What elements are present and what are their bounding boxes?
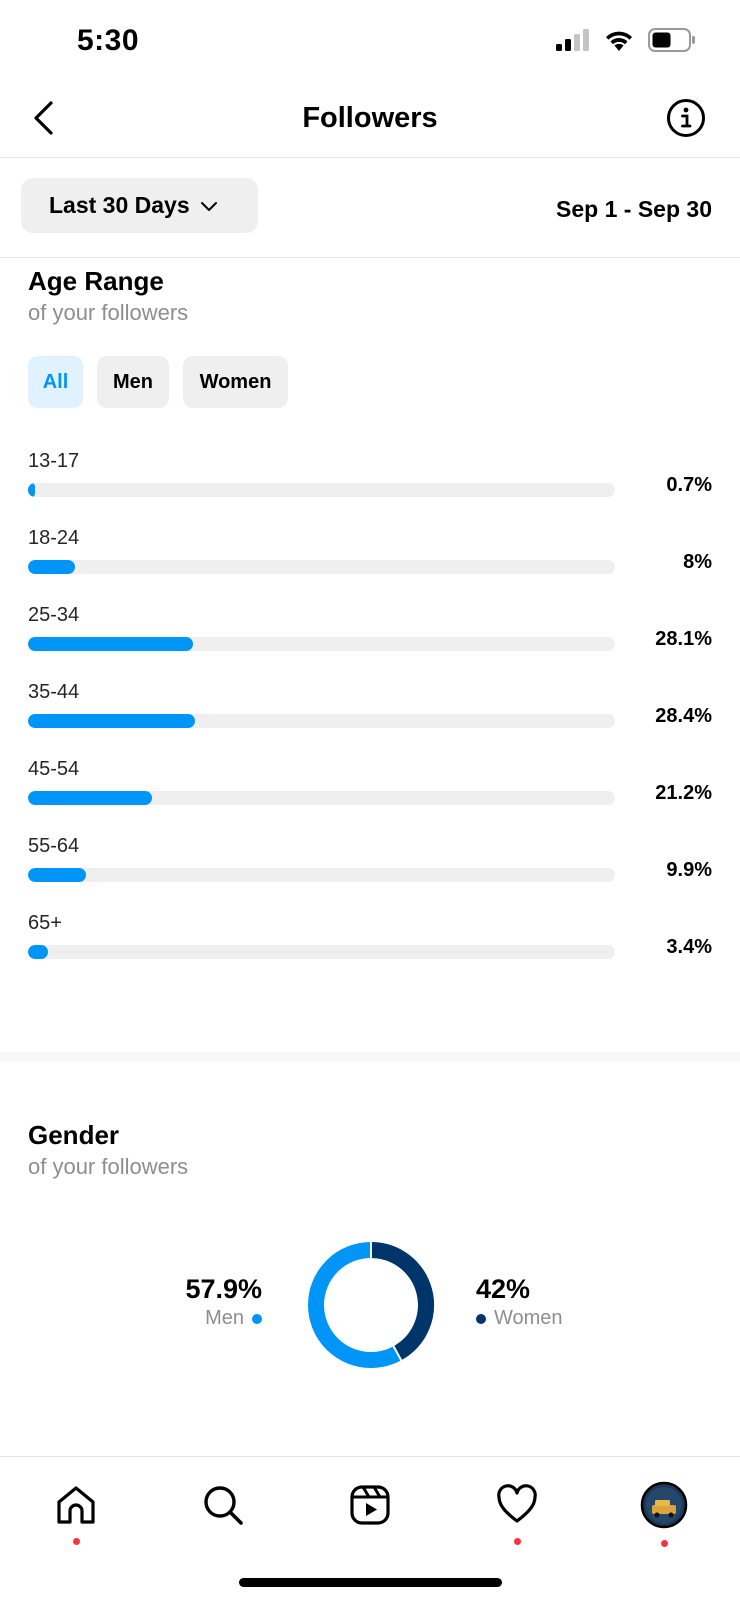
wifi-icon <box>606 31 632 51</box>
age-row-label: 45-54 <box>28 758 80 780</box>
age-bar-track <box>28 560 615 574</box>
age-bar-fill <box>28 637 193 651</box>
age-row-percent: 0.7% <box>666 474 712 496</box>
age-row: 13-17 0.7% <box>28 450 712 527</box>
age-bar-fill <box>28 791 153 805</box>
tab-search[interactable] <box>195 1477 251 1533</box>
age-row-percent: 8% <box>683 551 712 573</box>
status-icons <box>556 28 696 52</box>
age-bar-track <box>28 637 615 651</box>
age-row-label: 25-34 <box>28 604 80 626</box>
home-indicator <box>239 1578 502 1587</box>
chevron-left-icon <box>34 101 53 135</box>
info-button[interactable] <box>666 98 706 138</box>
tab-profile[interactable] <box>636 1477 692 1547</box>
notification-dot <box>661 1540 668 1547</box>
tab-home[interactable] <box>48 1477 104 1545</box>
men-percent: 57.9% <box>185 1274 262 1304</box>
status-time: 5:30 <box>77 24 140 57</box>
period-row: Last 30 Days Sep 1 - Sep 30 <box>0 158 740 258</box>
age-row-label: 18-24 <box>28 527 80 549</box>
notification-dot <box>514 1538 521 1545</box>
status-bar: 5:30 <box>0 0 740 84</box>
filter-men-chip[interactable]: Men <box>97 356 169 408</box>
profile-avatar <box>640 1481 688 1529</box>
age-row: 35-44 28.4% <box>28 681 712 758</box>
age-filter-chips: All Men Women <box>28 356 288 408</box>
age-bar-track <box>28 483 615 497</box>
age-range-subtitle: of your followers <box>28 300 189 325</box>
battery-icon <box>648 28 695 52</box>
age-row: 65+ 3.4% <box>28 912 712 989</box>
chevron-down-icon <box>200 201 217 211</box>
date-range: Sep 1 - Sep 30 <box>556 196 712 222</box>
age-row-percent: 21.2% <box>655 782 712 804</box>
men-stat: 57.9% Men <box>185 1274 262 1330</box>
tab-reels[interactable] <box>342 1477 398 1533</box>
age-row: 25-34 28.1% <box>28 604 712 681</box>
donut-women-arc <box>370 1242 434 1361</box>
age-row-label: 65+ <box>28 912 62 934</box>
women-legend-dot <box>476 1313 486 1324</box>
women-percent: 42% <box>476 1274 531 1304</box>
age-row-label: 55-64 <box>28 835 80 857</box>
age-row-percent: 9.9% <box>666 859 712 881</box>
tab-activity[interactable] <box>489 1477 545 1545</box>
age-bars-list: 13-17 0.7% 18-24 8% 25-34 28.1% 35-44 28… <box>28 450 712 989</box>
women-label: Women <box>494 1307 563 1329</box>
filter-all-chip[interactable]: All <box>28 356 83 408</box>
age-row-label: 35-44 <box>28 681 80 703</box>
men-legend-dot <box>252 1313 262 1324</box>
gender-subtitle: of your followers <box>28 1154 189 1179</box>
women-stat: 42% Women <box>476 1274 563 1330</box>
age-bar-fill <box>28 868 87 882</box>
age-row: 18-24 8% <box>28 527 712 604</box>
period-dropdown-label: Last 30 Days <box>49 192 190 218</box>
age-bar-fill <box>28 945 48 959</box>
age-bar-track <box>28 868 615 882</box>
page-title: Followers <box>302 102 438 134</box>
age-bar-fill <box>28 560 75 574</box>
bottom-tab-bar <box>0 1456 740 1600</box>
signal-icon <box>556 29 589 51</box>
back-button[interactable] <box>26 98 66 138</box>
gender-donut <box>308 1241 434 1368</box>
search-icon <box>204 1486 243 1525</box>
age-row-percent: 3.4% <box>666 936 712 958</box>
age-row-percent: 28.4% <box>655 705 712 727</box>
age-row: 55-64 9.9% <box>28 835 712 912</box>
section-divider <box>0 1052 740 1062</box>
gender-title: Gender <box>28 1120 120 1150</box>
reels-icon <box>350 1485 390 1525</box>
home-icon <box>57 1486 95 1524</box>
age-range-title: Age Range <box>28 266 164 296</box>
age-row: 45-54 21.2% <box>28 758 712 835</box>
info-icon <box>667 99 705 137</box>
age-bar-track <box>28 791 615 805</box>
notification-dot <box>73 1538 80 1545</box>
age-bar-fill <box>28 483 36 497</box>
men-label: Men <box>205 1307 244 1329</box>
filter-women-chip[interactable]: Women <box>183 356 288 408</box>
donut-separator <box>392 1344 403 1362</box>
gender-chart: 57.9% Men 42% Women <box>0 1230 740 1380</box>
heart-icon <box>497 1484 537 1523</box>
age-bar-fill <box>28 714 195 728</box>
age-row-percent: 28.1% <box>655 628 712 650</box>
header: Followers <box>0 84 740 158</box>
age-row-label: 13-17 <box>28 450 80 472</box>
period-dropdown[interactable]: Last 30 Days <box>21 178 258 233</box>
age-bar-track <box>28 714 615 728</box>
age-bar-track <box>28 945 615 959</box>
